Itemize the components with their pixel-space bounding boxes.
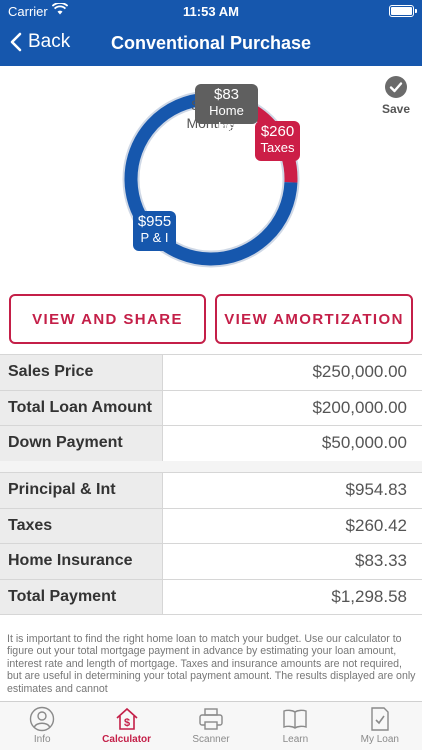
nav-bar: Back Conventional Purchase — [0, 22, 422, 66]
down-payment-value: $50,000.00 — [321, 433, 407, 453]
loan-summary-table: Sales Price $250,000.00 Total Loan Amoun… — [0, 354, 422, 462]
document-check-icon — [371, 707, 389, 731]
back-label: Back — [28, 31, 71, 52]
tab-info[interactable]: Info — [0, 702, 84, 750]
home-insurance-label: Home Ins — [209, 103, 244, 134]
view-amortization-button[interactable]: VIEW AMORTIZATION — [215, 294, 413, 344]
tab-calculator-label: Calculator — [102, 734, 152, 745]
chevron-left-icon — [10, 32, 22, 52]
total-loan-amount-label: Total Loan Amount — [0, 390, 163, 425]
save-button[interactable]: Save — [380, 76, 412, 116]
taxes-amount: $260 — [260, 123, 295, 140]
taxes-label: Taxes — [260, 140, 295, 155]
tab-learn[interactable]: Learn — [253, 702, 337, 750]
save-label: Save — [381, 102, 411, 116]
house-dollar-icon: $ — [116, 707, 138, 730]
table-row: Total Payment $1,298.58 — [0, 579, 422, 615]
home-insurance-bubble: $83 Home Ins — [195, 84, 258, 134]
taxes-bubble: $260 Taxes — [255, 121, 300, 161]
tab-my-loan[interactable]: My Loan — [338, 702, 422, 750]
table-row: Taxes $260.42 — [0, 508, 422, 544]
principal-int-value: $954.83 — [345, 480, 407, 500]
principal-interest-label: P & I — [140, 230, 169, 245]
back-button[interactable]: Back — [10, 31, 70, 53]
tab-calculator[interactable]: $ Calculator — [84, 702, 168, 750]
tab-scanner-label: Scanner — [192, 734, 230, 745]
table-row: Down Payment $50,000.00 — [0, 426, 422, 462]
book-icon — [283, 709, 308, 729]
top-bar: Carrier 11:53 AM Back Conventional Purch… — [0, 0, 422, 66]
table-row: Home Insurance $83.33 — [0, 544, 422, 580]
principal-interest-bubble: $955 P & I — [133, 211, 176, 251]
status-time: 11:53 AM — [183, 4, 239, 19]
table-row: Principal & Int $954.83 — [0, 473, 422, 509]
tab-my-loan-label: My Loan — [360, 734, 399, 745]
tab-bar: Info $ Calculator Scanner Learn My Loan — [0, 701, 422, 750]
person-icon — [30, 706, 55, 732]
page-title: Conventional Purchase — [110, 33, 312, 53]
status-bar: Carrier 11:53 AM — [0, 0, 422, 22]
table-row: Total Loan Amount $200,000.00 — [0, 390, 422, 426]
total-payment-value: $1,298.58 — [331, 586, 407, 606]
taxes-row-value: $260.42 — [345, 515, 407, 535]
home-insurance-amount: $83 — [213, 86, 240, 103]
view-and-share-button[interactable]: VIEW AND SHARE — [9, 294, 206, 344]
tab-learn-label: Learn — [282, 734, 309, 745]
scanner-icon — [199, 708, 223, 730]
down-payment-label: Down Payment — [0, 426, 163, 461]
carrier-label: Carrier — [8, 4, 48, 19]
svg-text:$: $ — [124, 717, 130, 729]
battery-icon — [389, 5, 417, 17]
sales-price-label: Sales Price — [0, 355, 163, 390]
checkmark-circle-icon — [385, 76, 407, 98]
principal-int-label: Principal & Int — [0, 473, 163, 508]
home-insurance-row-label: Home Insurance — [0, 544, 163, 579]
disclaimer-text: It is important to find the right home l… — [7, 633, 416, 695]
table-row: Sales Price $250,000.00 — [0, 355, 422, 391]
table-separator — [0, 461, 422, 472]
principal-interest-amount: $955 — [137, 213, 172, 230]
total-loan-amount-value: $200,000.00 — [312, 397, 407, 417]
total-payment-label: Total Payment — [0, 579, 163, 614]
sales-price-value: $250,000.00 — [312, 362, 407, 382]
tab-scanner[interactable]: Scanner — [169, 702, 253, 750]
payment-breakdown-table: Principal & Int $954.83 Taxes $260.42 Ho… — [0, 472, 422, 615]
wifi-icon — [51, 2, 69, 18]
tab-info-label: Info — [33, 734, 51, 745]
taxes-row-label: Taxes — [0, 508, 163, 543]
home-insurance-row-value: $83.33 — [355, 551, 407, 571]
